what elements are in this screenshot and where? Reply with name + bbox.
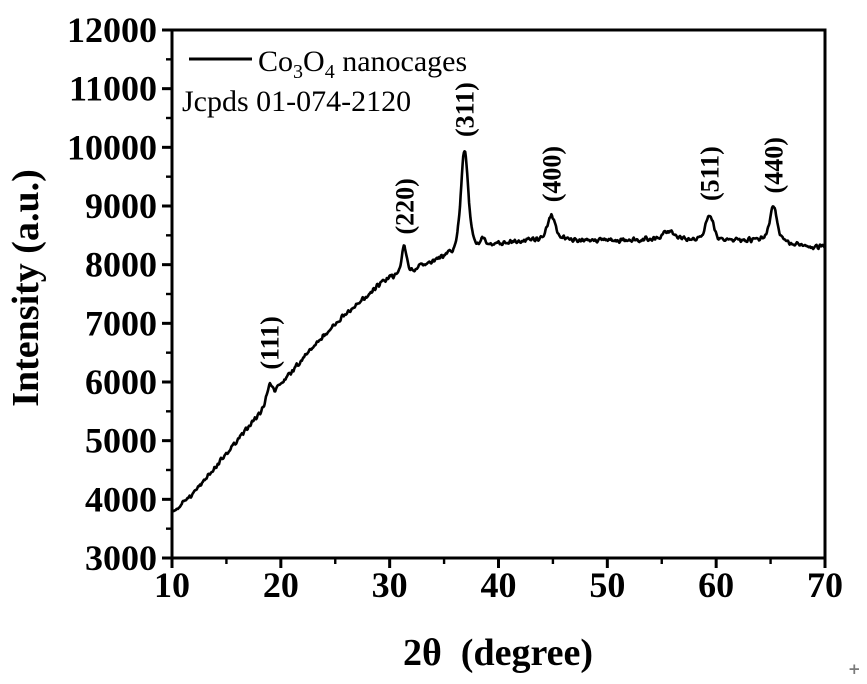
y-tick-label: 9000 [85, 186, 157, 226]
peak-label: (220) [390, 178, 419, 234]
y-tick-label: 11000 [69, 69, 157, 109]
legend-note: Jcpds 01-074-2120 [182, 85, 411, 118]
peak-label: (311) [451, 82, 480, 137]
y-tick-label: 6000 [85, 362, 157, 402]
peak-label: (400) [537, 146, 566, 202]
x-tick-label: 50 [589, 565, 625, 605]
y-tick-label: 5000 [85, 421, 157, 461]
y-tick-label: 10000 [67, 127, 157, 167]
y-tick-label: 4000 [85, 479, 157, 519]
x-tick-label: 40 [481, 565, 517, 605]
cursor-artifact: + [848, 660, 861, 678]
x-tick-label: 10 [154, 565, 190, 605]
plot-border [170, 28, 827, 560]
peak-label: (440) [759, 137, 788, 193]
peak-label: (511) [696, 146, 725, 201]
peak-labels: (111) (220) (311) (400) (511) (440) [255, 82, 788, 369]
series-path [170, 150, 827, 514]
axis-ticks: 10 20 30 40 50 60 70 3000 4000 5000 6000 7000 8000 90… [67, 10, 843, 605]
y-tick-label: 8000 [85, 245, 157, 285]
y-axis-title: Intensity (a.u.) [5, 169, 47, 407]
peak-label: (111) [255, 316, 284, 369]
x-axis-title: 2θ (degree) [403, 632, 593, 674]
x-tick-label: 60 [698, 565, 734, 605]
x-tick-label: 70 [807, 565, 843, 605]
x-tick-label: 20 [263, 565, 299, 605]
y-tick-label: 7000 [85, 303, 157, 343]
y-tick-label: 3000 [85, 538, 157, 578]
x-tick-label: 30 [372, 565, 408, 605]
y-tick-label: 12000 [67, 10, 157, 50]
legend-series-label: Co3O4 nanocages [258, 45, 467, 83]
xrd-curve [170, 150, 827, 514]
